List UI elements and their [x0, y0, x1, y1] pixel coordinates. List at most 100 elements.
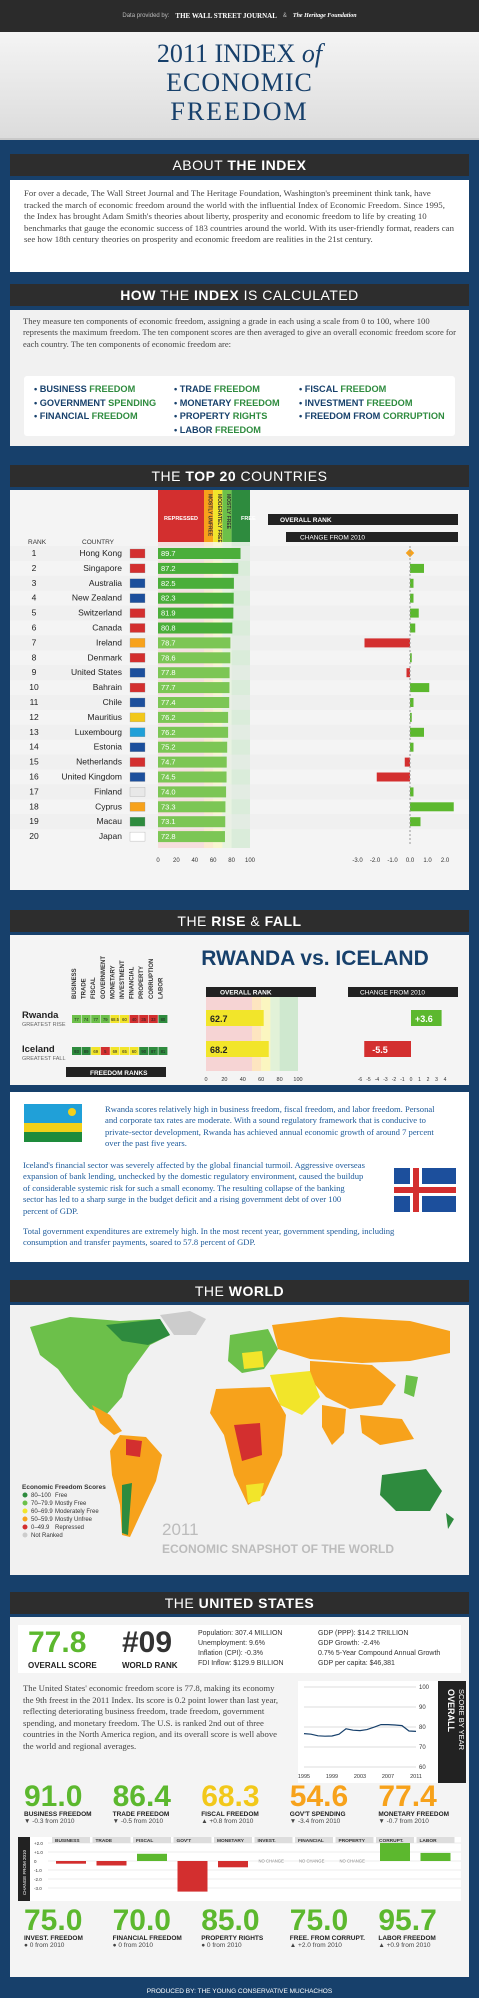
- change-bar-value: [410, 683, 430, 693]
- legend-label: Mostly Unfree: [55, 1517, 93, 1523]
- rise-fall-chart: BUSINESS TRADE FISCAL GOVERNMENT MONETARY INV…: [22, 947, 458, 1083]
- component-type: CORRUPTION: [382, 411, 445, 421]
- component-score-change: ● 0 from 2010: [24, 1942, 65, 1949]
- component-score: 77: [74, 1017, 79, 1022]
- title-line-2: ECONOMIC: [166, 68, 313, 97]
- score-label: 73.1: [161, 817, 176, 826]
- no-change-label: NO CHANGE: [340, 1859, 366, 1864]
- country-label: New Zealand: [72, 593, 122, 603]
- rwanda-text: Rwanda scores relatively high in busines…: [105, 1104, 435, 1149]
- overall-rank-bar: [268, 514, 458, 525]
- y-tick: 100: [419, 1685, 430, 1691]
- rwanda-change-label: +3.6: [415, 1014, 433, 1024]
- score-bar: [158, 607, 234, 619]
- component-score-value: 75.0: [289, 1904, 349, 1937]
- component-item: • INVESTMENT FREEDOM: [299, 397, 459, 411]
- component-score: 69: [93, 1049, 98, 1054]
- side-label: SCORE BY YEAR: [457, 1689, 466, 1751]
- map-australia: [380, 1469, 442, 1511]
- rank-label: 15: [29, 757, 39, 767]
- flag-icon: [129, 772, 146, 782]
- score-bar: [158, 577, 234, 589]
- map-greenland: [160, 1311, 206, 1335]
- flag-icon: [129, 608, 146, 618]
- country-label: Macau: [96, 816, 122, 826]
- flag-icon: [129, 638, 146, 648]
- rwanda-change-bar: [411, 1010, 442, 1026]
- component-score-change: ● 0 from 2010: [112, 1942, 154, 1949]
- us-stat: GDP Growth: -2.4%: [318, 1640, 380, 1647]
- change-bar-value: [410, 817, 421, 827]
- title-line-1: 2011 INDEX: [156, 39, 296, 68]
- rank-label: 19: [29, 816, 39, 826]
- rwanda-name: Rwanda: [22, 1010, 59, 1021]
- band-label: REPRESSED: [164, 516, 198, 522]
- band-3: [222, 490, 232, 542]
- chg-col-label: INVEST.: [258, 1838, 276, 1844]
- top20-heading: THE TOP 20 COUNTRIES: [10, 465, 469, 487]
- chg-tick: -2.0: [34, 1877, 42, 1882]
- no-change-label: NO CHANGE: [259, 1859, 285, 1864]
- rank-zone: [279, 997, 298, 1071]
- rank-label: 18: [29, 801, 39, 811]
- component-score-label: GOV'T SPENDING: [289, 1811, 346, 1818]
- band-4: [231, 490, 250, 542]
- flag-icon: [129, 757, 146, 767]
- score-label: 75.2: [161, 743, 176, 752]
- chg-col-head: [173, 1837, 212, 1843]
- score-label: 78.6: [161, 653, 176, 662]
- rwanda-overall-bar: [206, 1010, 264, 1026]
- us-stat: GDP (PPP): $14.2 TRILLION: [318, 1630, 409, 1637]
- iceland-overall-label: 68.2: [210, 1045, 228, 1055]
- flag-icon: [129, 787, 146, 797]
- legend-label: Free: [55, 1493, 68, 1499]
- chg-col-label: TRADE: [96, 1838, 113, 1844]
- component-score-card: 75.0 FREE. FROM CORRUPT. ▲ +2.0 from 2010: [284, 1904, 373, 1961]
- component-score-card: 54.6 GOV'T SPENDING ▼ -3.4 from 2010: [284, 1780, 373, 1837]
- score-label: 73.3: [161, 802, 176, 811]
- component-score-cell: [110, 1047, 120, 1055]
- change-bar-value: [410, 742, 414, 752]
- band-label: FREE: [241, 516, 256, 522]
- component-col-label: CORRUPTION: [149, 959, 155, 999]
- us-overall-by-year-chart: 60 70 80 90 100 1995 1999 2003 2007 2011 OVERALL SC…: [298, 1681, 466, 1783]
- about-panel: For over a decade, The Wall Street Journ…: [10, 180, 469, 272]
- rank-label: 20: [29, 831, 39, 841]
- change-bar-value: [364, 638, 410, 648]
- chg-bar: [56, 1861, 86, 1864]
- component-col-label: FISCAL: [91, 977, 97, 999]
- component-score-label: FISCAL FREEDOM: [201, 1811, 259, 1818]
- component-type: FREEDOM: [366, 397, 413, 408]
- footer: PRODUCED BY: THE YOUNG CONSERVATIVE MUCH…: [0, 1986, 479, 1998]
- flag-icon: [129, 802, 146, 812]
- component-score-change: ▲ +2.0 from 2010: [289, 1942, 342, 1949]
- component-name: • FREEDOM FROM: [299, 411, 383, 421]
- component-score: 35: [141, 1017, 146, 1022]
- row-bg: [10, 575, 469, 591]
- chg-side-bg: [18, 1837, 30, 1901]
- side-label: OVERALL: [446, 1689, 456, 1733]
- component-score: 89: [84, 1049, 89, 1054]
- rank-label: 6: [32, 623, 37, 633]
- component-score: 60: [132, 1049, 137, 1054]
- x-tick: 2003: [354, 1774, 366, 1780]
- title-line-3: FREEDOM: [170, 97, 309, 126]
- flag-icon: [129, 668, 146, 678]
- country-label: Australia: [89, 578, 122, 588]
- score-label: 76.2: [161, 713, 176, 722]
- score-bar: [158, 667, 230, 679]
- component-type: FREEDOM: [233, 397, 280, 408]
- rank-label: 8: [32, 652, 37, 662]
- component-score-value: 54.6: [289, 1780, 349, 1813]
- change-bar-value: [410, 698, 414, 707]
- component-item: • LABOR FREEDOM: [174, 424, 299, 438]
- flag-icon: [129, 682, 146, 693]
- world-map: 2011 ECONOMIC SNAPSHOT OF THE WORLD Econ…: [22, 1311, 454, 1556]
- hero-title: 2011 INDEX of ECONOMIC FREEDOM: [0, 32, 479, 140]
- x-tick: 20: [173, 858, 180, 864]
- component-score-card: 68.3 FISCAL FREEDOM ▲ +0.8 from 2010: [195, 1782, 284, 1837]
- component-score-cell: [120, 1047, 129, 1055]
- component-type: FREEDOM: [213, 384, 260, 394]
- legend-swatch: [22, 1524, 28, 1530]
- component-score-value: 95.7: [378, 1904, 437, 1937]
